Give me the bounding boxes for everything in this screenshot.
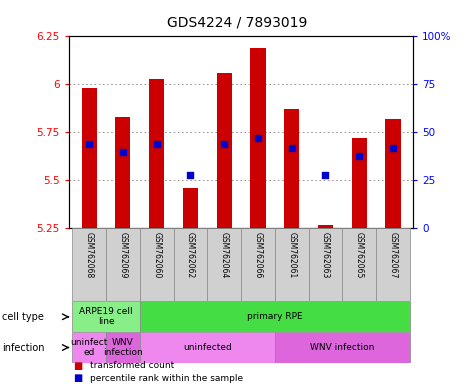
- Text: transformed count: transformed count: [90, 361, 174, 370]
- Point: [153, 141, 161, 147]
- Bar: [342, 228, 376, 301]
- Bar: [376, 228, 410, 301]
- Text: GDS4224 / 7893019: GDS4224 / 7893019: [167, 15, 308, 29]
- Text: GSM762063: GSM762063: [321, 232, 330, 278]
- Text: GSM762060: GSM762060: [152, 232, 161, 278]
- Point: [322, 172, 329, 178]
- Bar: [72, 301, 140, 332]
- Bar: [106, 228, 140, 301]
- Bar: [275, 332, 410, 363]
- Bar: [352, 138, 367, 228]
- Bar: [140, 332, 275, 363]
- Point: [288, 145, 295, 151]
- Bar: [275, 228, 309, 301]
- Bar: [183, 188, 198, 228]
- Bar: [284, 109, 299, 228]
- Text: ■: ■: [74, 361, 83, 371]
- Text: infection: infection: [2, 343, 45, 353]
- Text: uninfected: uninfected: [183, 343, 232, 352]
- Text: GSM762069: GSM762069: [118, 232, 127, 278]
- Text: uninfect
ed: uninfect ed: [70, 338, 108, 357]
- Point: [119, 149, 127, 155]
- Text: GSM762067: GSM762067: [389, 232, 398, 278]
- Bar: [318, 225, 333, 228]
- Point: [220, 141, 228, 147]
- Text: cell type: cell type: [2, 312, 44, 322]
- Text: GSM762062: GSM762062: [186, 232, 195, 278]
- Point: [187, 172, 194, 178]
- Bar: [241, 228, 275, 301]
- Text: GSM762068: GSM762068: [85, 232, 94, 278]
- Bar: [250, 48, 266, 228]
- Bar: [207, 228, 241, 301]
- Bar: [72, 332, 106, 363]
- Bar: [149, 79, 164, 228]
- Bar: [173, 228, 207, 301]
- Text: GSM762064: GSM762064: [219, 232, 228, 278]
- Text: ■: ■: [74, 373, 83, 383]
- Bar: [140, 228, 173, 301]
- Bar: [72, 228, 106, 301]
- Point: [254, 135, 262, 141]
- Point: [389, 145, 397, 151]
- Bar: [217, 73, 232, 228]
- Text: WNV infection: WNV infection: [310, 343, 374, 352]
- Point: [86, 141, 93, 147]
- Bar: [309, 228, 342, 301]
- Text: WNV
infection: WNV infection: [103, 338, 143, 357]
- Text: GSM762065: GSM762065: [355, 232, 364, 278]
- Text: GSM762066: GSM762066: [254, 232, 263, 278]
- Text: percentile rank within the sample: percentile rank within the sample: [90, 374, 243, 383]
- Text: GSM762061: GSM762061: [287, 232, 296, 278]
- Bar: [140, 301, 410, 332]
- Bar: [385, 119, 400, 228]
- Bar: [115, 117, 131, 228]
- Point: [355, 152, 363, 159]
- Text: primary RPE: primary RPE: [247, 312, 303, 321]
- Bar: [82, 88, 97, 228]
- Bar: [106, 332, 140, 363]
- Text: ARPE19 cell
line: ARPE19 cell line: [79, 307, 133, 326]
